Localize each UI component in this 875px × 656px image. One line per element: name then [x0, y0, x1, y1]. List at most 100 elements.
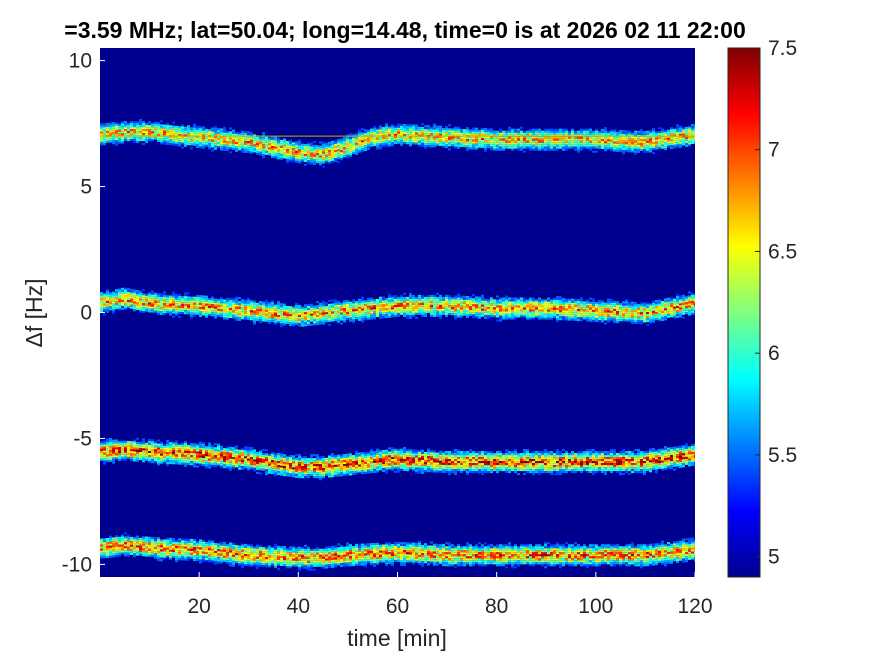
heatmap-cell	[457, 293, 460, 296]
heatmap-cell	[592, 146, 595, 149]
heatmap-cell	[250, 310, 253, 313]
heatmap-cell	[154, 296, 157, 299]
heatmap-cell	[319, 161, 322, 164]
heatmap-cell	[640, 306, 643, 309]
heatmap-cell	[433, 296, 436, 299]
heatmap-cell	[184, 442, 187, 445]
heatmap-cell	[115, 144, 118, 146]
heatmap-cell	[136, 129, 139, 132]
heatmap-cell	[238, 146, 241, 149]
heatmap-cell	[133, 447, 136, 450]
heatmap-cell	[589, 136, 592, 139]
heatmap-cell	[532, 142, 535, 145]
heatmap-cell	[310, 454, 313, 457]
heatmap-cell	[262, 317, 265, 320]
heatmap-cell	[184, 300, 187, 303]
heatmap-cell	[142, 311, 145, 314]
heatmap-cell	[292, 142, 295, 145]
heatmap-cell	[268, 141, 271, 144]
heatmap-cell	[118, 449, 121, 452]
heatmap-cell	[484, 300, 487, 303]
heatmap-cell	[103, 446, 106, 449]
heatmap-cell	[658, 315, 661, 318]
heatmap-cell	[610, 143, 613, 146]
heatmap-cell	[280, 453, 283, 456]
heatmap-cell	[265, 136, 268, 139]
heatmap-cell	[262, 466, 265, 469]
heatmap-cell	[325, 302, 328, 305]
heatmap-cell	[631, 309, 634, 312]
heatmap-cell	[232, 298, 235, 301]
heatmap-cell	[175, 458, 178, 461]
heatmap-cell	[691, 292, 694, 295]
heatmap-cell	[355, 144, 358, 147]
heatmap-cell	[334, 319, 337, 322]
heatmap-cell	[298, 157, 301, 160]
heatmap-cell	[436, 296, 439, 299]
heatmap-cell	[400, 137, 403, 140]
heatmap-cell	[382, 312, 385, 315]
heatmap-cell	[121, 301, 124, 304]
heatmap-cell	[223, 299, 226, 302]
heatmap-cell	[106, 288, 109, 291]
heatmap-cell	[583, 317, 586, 320]
heatmap-cell	[232, 306, 235, 309]
heatmap-cell	[412, 132, 415, 135]
heatmap-cell	[241, 134, 244, 137]
heatmap-cell	[340, 310, 343, 313]
heatmap-cell	[226, 299, 229, 302]
heatmap-cell	[676, 142, 679, 145]
heatmap-cell	[364, 316, 367, 319]
heatmap-cell	[271, 318, 274, 321]
heatmap-cell	[217, 304, 220, 307]
heatmap-cell	[304, 474, 307, 477]
heatmap-cell	[547, 301, 550, 304]
heatmap-cell	[616, 141, 619, 144]
heatmap-cell	[166, 448, 169, 450]
heatmap-cell	[589, 317, 592, 320]
heatmap-cell	[580, 307, 583, 310]
heatmap-cell	[289, 151, 292, 154]
heatmap-cell	[148, 445, 151, 447]
heatmap-cell	[223, 148, 226, 151]
heatmap-cell	[649, 140, 652, 143]
heatmap-cell	[118, 135, 121, 138]
heatmap-cell	[673, 300, 676, 303]
heatmap-cell	[157, 310, 160, 313]
heatmap-cell	[295, 467, 298, 470]
heatmap-cell	[421, 132, 424, 135]
heatmap-cell	[274, 306, 277, 309]
heatmap-cell	[424, 145, 427, 148]
heatmap-cell	[160, 455, 163, 458]
heatmap-cell	[172, 301, 175, 304]
heatmap-cell	[496, 130, 499, 133]
heatmap-cell	[175, 127, 178, 130]
heatmap-cell	[391, 295, 394, 298]
heatmap-cell	[691, 130, 694, 132]
heatmap-cell	[355, 301, 358, 304]
heatmap-cell	[220, 447, 223, 450]
heatmap-cell	[298, 314, 301, 317]
heatmap-cell	[307, 320, 310, 322]
heatmap-cell	[568, 300, 571, 303]
heatmap-cell	[667, 301, 670, 304]
heatmap-cell	[649, 142, 652, 145]
heatmap-cell	[256, 463, 259, 466]
heatmap-cell	[508, 303, 511, 306]
heatmap-cell	[604, 316, 607, 319]
heatmap-cell	[313, 470, 316, 473]
heatmap-cell	[112, 459, 115, 462]
heatmap-cell	[289, 465, 292, 467]
heatmap-cell	[121, 295, 124, 298]
heatmap-cell	[628, 138, 631, 141]
heatmap-cell	[532, 299, 535, 302]
heatmap-cell	[340, 150, 343, 153]
heatmap-cell	[487, 309, 490, 311]
heatmap-cell	[199, 451, 202, 454]
heatmap-cell	[124, 297, 127, 300]
heatmap-cell	[646, 306, 649, 309]
heatmap-cell	[184, 454, 187, 457]
heatmap-cell	[283, 468, 286, 471]
heatmap-cell	[676, 316, 679, 318]
heatmap-cell	[292, 160, 295, 163]
